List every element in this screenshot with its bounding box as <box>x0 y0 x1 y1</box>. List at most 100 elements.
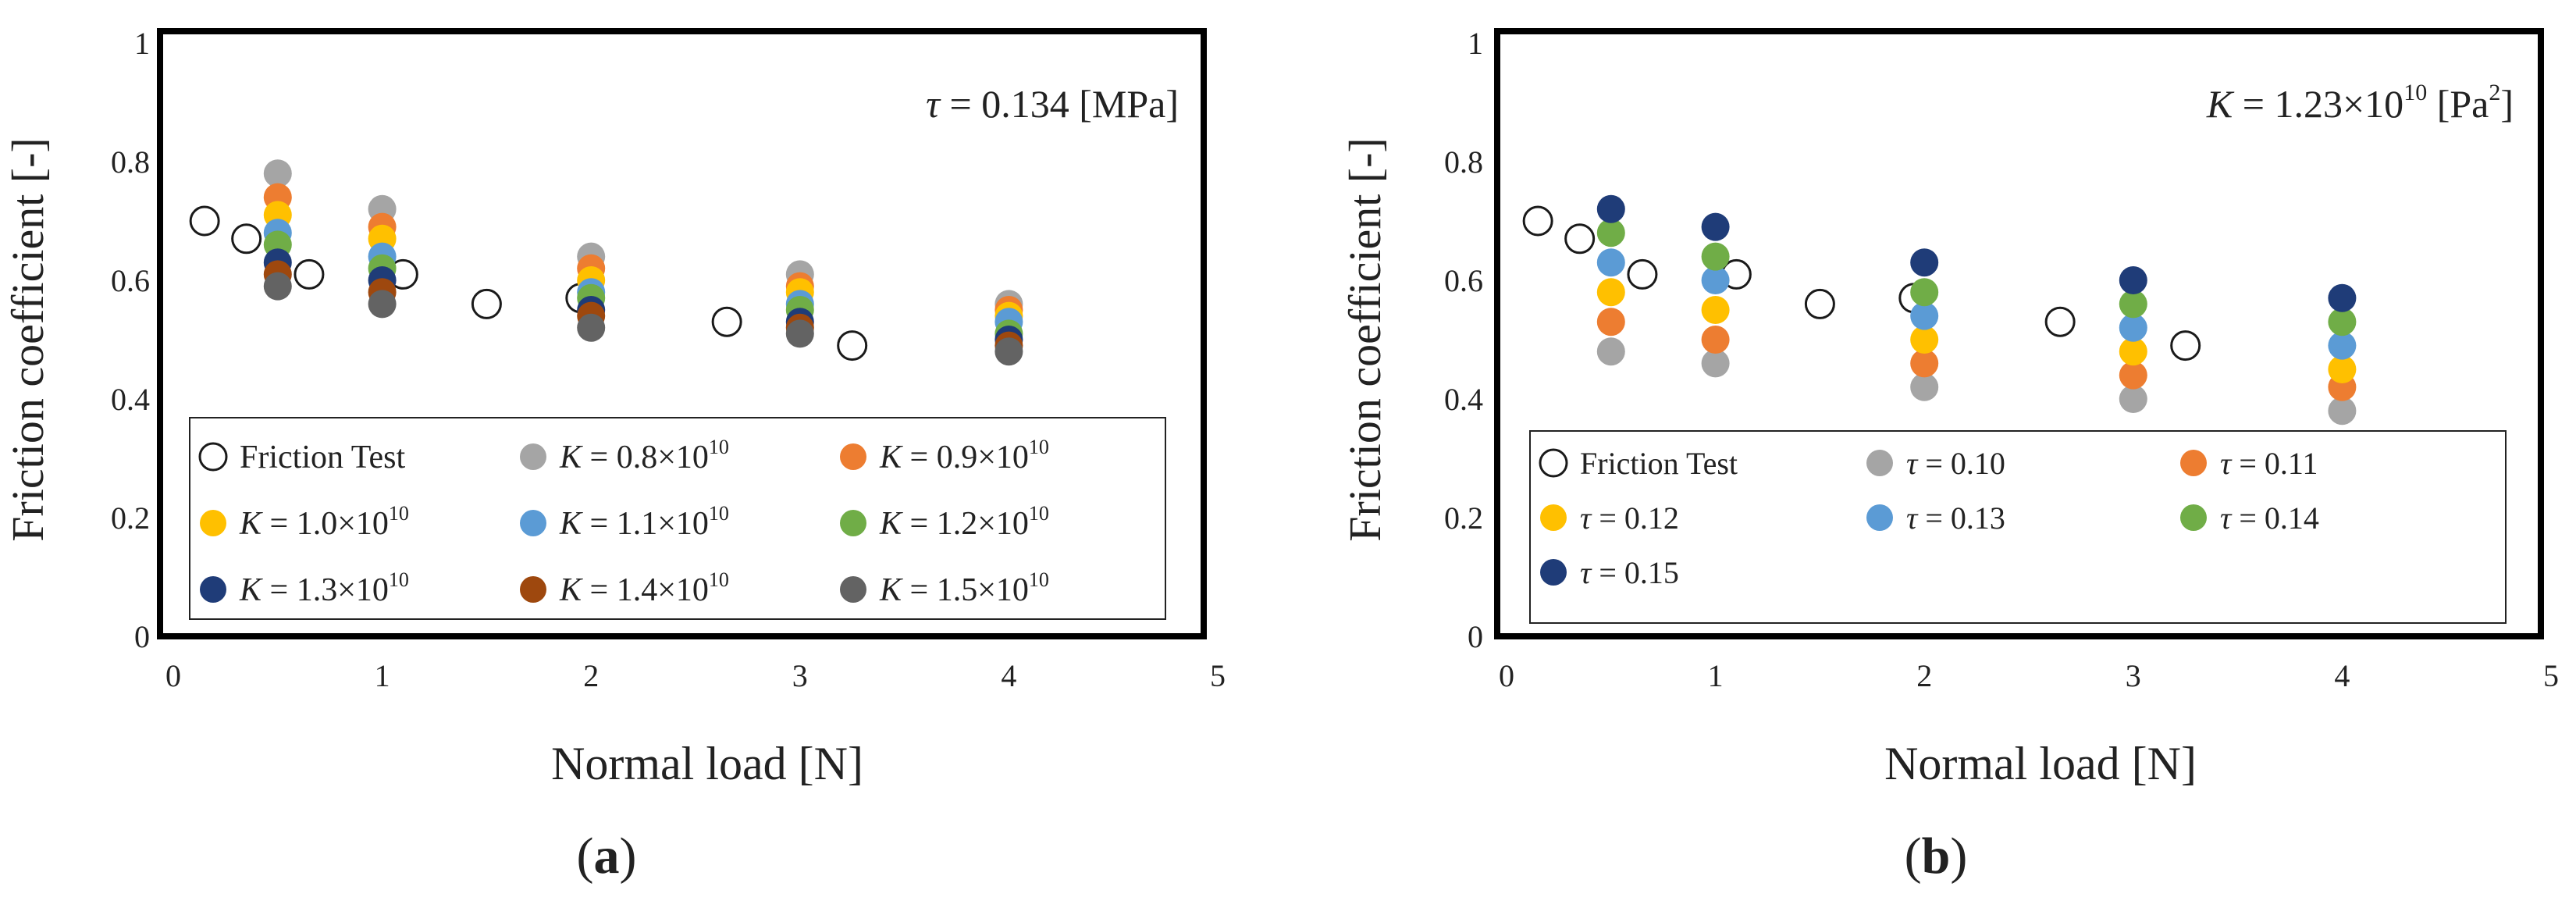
annotation-unit-exponent: 2 <box>2489 80 2500 105</box>
data-point <box>2119 385 2147 413</box>
annotation-symbol: K <box>2206 82 2235 126</box>
data-point <box>2328 283 2357 312</box>
data-point <box>1910 372 1939 401</box>
legend-label: = 1.4×10 <box>582 572 709 608</box>
plot-annotation: K = 1.23×1010 [Pa2] <box>2206 80 2514 126</box>
legend-marker <box>198 442 228 472</box>
data-point <box>2119 313 2147 342</box>
data-point <box>231 223 262 255</box>
y-tick-label: 1 <box>1468 26 1483 61</box>
data-point <box>1701 296 1730 324</box>
data-point <box>2170 330 2201 361</box>
legend-symbol: K <box>239 506 263 542</box>
legend-entry: τ = 0.13 <box>1906 500 2005 536</box>
caption-letter: a <box>594 828 620 885</box>
legend-symbol: K <box>879 506 903 542</box>
legend-box <box>189 417 1166 620</box>
legend-exponent: 10 <box>1029 568 1049 591</box>
legend-label: = 0.10 <box>1917 446 2005 481</box>
legend-symbol: τ <box>2220 446 2233 481</box>
data-point <box>1596 308 1625 336</box>
legend-label: = 0.11 <box>2231 446 2318 481</box>
legend-label: = 0.9×10 <box>902 440 1029 475</box>
caption-close: ) <box>1950 828 1967 885</box>
legend-label: = 0.8×10 <box>582 440 709 475</box>
legend-label: Friction Test <box>1580 446 1738 481</box>
x-tick-label: 2 <box>583 658 599 693</box>
data-markers <box>189 159 1023 366</box>
legend-marker <box>840 510 866 536</box>
legend-entry: K = 1.0×1010 <box>239 502 409 542</box>
legend-symbol: τ <box>1580 500 1592 536</box>
legend-symbol: K <box>559 572 583 608</box>
data-point <box>2328 355 2357 383</box>
y-axis-label: Friction coefficient [-] <box>2 137 53 542</box>
legend-label: = 1.0×10 <box>262 506 389 542</box>
data-point <box>711 306 742 337</box>
legend-symbol: τ <box>1906 500 1919 536</box>
legend-marker <box>2180 504 2207 531</box>
y-tick-label: 0.6 <box>111 263 150 298</box>
legend-marker <box>1540 559 1567 586</box>
legend-symbol: K <box>559 440 583 475</box>
legend-marker <box>520 576 546 603</box>
legend-entry: τ = 0.10 <box>1906 446 2005 481</box>
legend-marker <box>520 510 546 536</box>
y-tick-label: 0.4 <box>1444 382 1483 417</box>
y-tick-label: 0.8 <box>1444 144 1483 180</box>
legend-marker <box>2180 450 2207 476</box>
annotation-text: = 1.23×10 <box>2233 82 2403 126</box>
data-point <box>1701 212 1730 241</box>
panel-caption: (a) <box>577 828 637 885</box>
data-point <box>1627 258 1658 290</box>
y-axis-label: Friction coefficient [-] <box>1340 137 1390 542</box>
legend-entry: τ = 0.15 <box>1580 555 1679 590</box>
caption-open: ( <box>1905 828 1922 885</box>
data-point <box>1701 266 1730 294</box>
data-point <box>2119 266 2147 294</box>
x-tick-label: 4 <box>2334 658 2350 693</box>
data-markers <box>1522 194 2357 426</box>
plot-frame <box>157 28 1207 639</box>
x-tick-label: 3 <box>2126 658 2141 693</box>
legend-symbol: τ <box>1906 446 1919 481</box>
data-point <box>837 330 868 361</box>
annotation-exponent: 10 <box>2403 80 2427 105</box>
x-tick-label: 3 <box>792 658 808 693</box>
data-point <box>1701 326 1730 354</box>
y-tick-label: 1 <box>134 26 150 61</box>
x-tick-label: 1 <box>1708 658 1724 693</box>
legend-entry: K = 0.8×1010 <box>559 436 729 475</box>
x-tick-label: 2 <box>1916 658 1932 693</box>
data-point <box>994 337 1023 366</box>
data-point <box>1910 248 1939 277</box>
data-point <box>263 159 292 188</box>
legend-symbol: τ <box>1580 555 1592 590</box>
legend-symbol: τ <box>2220 500 2233 536</box>
y-tick-label: 0 <box>134 619 150 654</box>
legend-label: = 0.13 <box>1917 500 2005 536</box>
y-tick-label: 0.2 <box>111 500 150 536</box>
data-point <box>2119 337 2147 366</box>
data-point <box>368 290 397 319</box>
data-point <box>263 272 292 301</box>
legend-symbol: K <box>559 506 583 542</box>
legend-label: = 1.2×10 <box>902 506 1029 542</box>
legend-box <box>1529 430 2507 624</box>
data-point <box>1596 278 1625 307</box>
legend-marker <box>200 576 226 603</box>
legend-symbol: K <box>879 572 903 608</box>
data-point <box>1910 301 1939 330</box>
data-point <box>785 319 814 348</box>
legend-exponent: 10 <box>389 502 409 525</box>
caption-close: ) <box>620 828 637 885</box>
plot-annotation: τ = 0.134 [MPa] <box>926 82 1179 126</box>
legend-marker <box>840 443 866 470</box>
data-point <box>294 258 325 290</box>
legend-entry: K = 1.1×1010 <box>559 502 729 542</box>
legend-marker <box>840 576 866 603</box>
data-point <box>577 313 606 342</box>
panel-caption: (b) <box>1905 828 1968 885</box>
